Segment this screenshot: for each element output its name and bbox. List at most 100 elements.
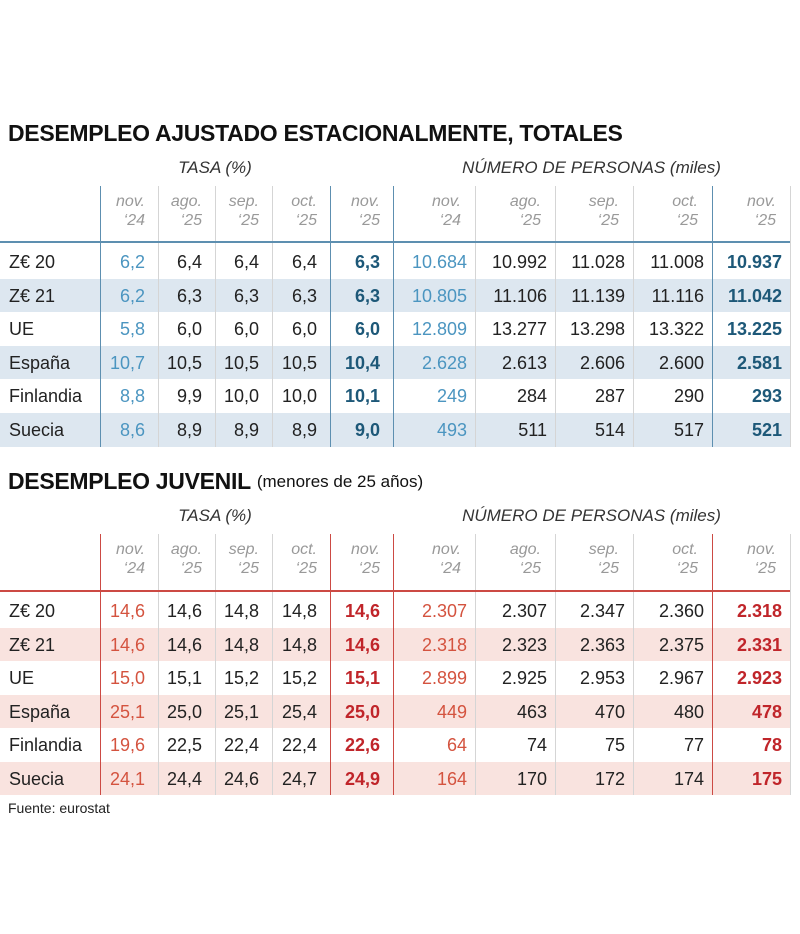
table-cell: 517: [673, 420, 704, 440]
table-cell: 8,9: [291, 420, 317, 440]
column-year: ‘24: [123, 212, 145, 229]
column-year: ‘25: [597, 560, 619, 577]
table-cell: 2.967: [658, 668, 704, 688]
table-cell: 8,9: [176, 420, 202, 440]
table-cell: 14,6: [344, 634, 380, 655]
table-cell: 13.322: [648, 319, 704, 340]
column-month: nov.: [115, 193, 145, 210]
table-cell: 2.375: [658, 634, 704, 655]
column-divider: [215, 186, 216, 447]
table-cell: 6,3: [291, 285, 317, 306]
row-label: España: [9, 701, 71, 722]
table-cell: 10,4: [344, 352, 380, 373]
table-cell: 6,4: [176, 252, 202, 272]
column-divider: [100, 534, 101, 795]
table-subtitle: (menores de 25 años): [256, 472, 424, 491]
row-shade: [0, 345, 790, 380]
table-cell: 10,5: [166, 352, 202, 373]
table-cell: 25,0: [344, 701, 380, 722]
table-cell: 2.600: [658, 352, 704, 373]
table-cell: 478: [751, 701, 782, 722]
table-cell: 521: [751, 420, 782, 440]
table-cell: 2.628: [421, 352, 467, 373]
table-cell: 2.606: [579, 352, 625, 373]
table-cell: 10,0: [223, 386, 259, 407]
column-month: oct.: [672, 193, 698, 210]
column-divider: [158, 186, 159, 447]
table-cell: 24,7: [281, 768, 317, 789]
column-divider: [790, 534, 791, 795]
table-cell: 19,6: [109, 735, 145, 755]
table-cell: 15,2: [223, 668, 259, 688]
table-cell: 2.307: [501, 601, 547, 621]
table-cell: 22,6: [344, 735, 380, 755]
column-month: nov.: [746, 193, 776, 210]
group-header: TASA (%): [178, 506, 252, 525]
column-year: ‘25: [358, 212, 380, 229]
column-month: nov.: [431, 541, 461, 558]
table-cell: 10,7: [109, 352, 145, 373]
table-cell: 170: [516, 768, 547, 789]
table-cell: 11.028: [571, 252, 625, 272]
column-divider: [393, 534, 394, 795]
table-cell: 14,6: [166, 601, 202, 621]
column-year: ‘25: [754, 212, 776, 229]
column-divider: [633, 186, 634, 447]
table-cell: 172: [594, 768, 625, 789]
table-cell: 24,1: [109, 768, 145, 789]
row-label: Suecia: [9, 420, 65, 440]
table-cell: 514: [594, 420, 625, 440]
column-year: ‘25: [237, 212, 259, 229]
row-label: Z€ 21: [9, 285, 56, 306]
table-cell: 6,4: [233, 252, 259, 272]
table-cell: 8,6: [119, 420, 145, 440]
table-cell: 11.042: [727, 285, 782, 306]
column-year: ‘24: [439, 212, 461, 229]
table-cell: 6,0: [291, 319, 317, 340]
table-cell: 8,8: [119, 386, 145, 407]
column-year: ‘25: [754, 560, 776, 577]
group-header: NÚMERO DE PERSONAS (miles): [462, 506, 721, 525]
column-divider: [393, 186, 394, 447]
table-cell: 287: [594, 386, 625, 407]
table-cell: 14,8: [223, 601, 259, 621]
table-cell: 24,6: [223, 768, 259, 789]
column-month: nov.: [350, 541, 380, 558]
row-label: Suecia: [9, 768, 65, 789]
table-cell: 64: [446, 735, 467, 755]
table-cell: 13.298: [569, 319, 625, 340]
table-cell: 293: [751, 386, 782, 407]
column-year: ‘25: [237, 560, 259, 577]
table-cell: 12.809: [411, 319, 467, 340]
table-cell: 6,3: [233, 285, 259, 306]
header-rule: [0, 590, 790, 592]
column-month: nov.: [746, 541, 776, 558]
table-cell: 13.277: [491, 319, 547, 340]
table-cell: 13.225: [726, 319, 782, 340]
table-cell: 2.899: [421, 668, 467, 688]
column-year: ‘25: [676, 560, 698, 577]
source: Fuente: eurostat: [8, 800, 110, 816]
row-shade: [0, 761, 790, 795]
row-label: Z€ 20: [9, 252, 56, 272]
table-cell: 6,3: [354, 285, 380, 306]
column-month: oct.: [672, 541, 698, 558]
table-cell: 14,6: [166, 634, 202, 655]
column-month: nov.: [350, 193, 380, 210]
table-cell: 75: [604, 735, 625, 755]
table-cell: 6,2: [119, 285, 145, 306]
table-cell: 6,0: [233, 319, 259, 340]
column-divider: [330, 186, 331, 447]
column-year: ‘25: [676, 212, 698, 229]
table-cell: 10.992: [491, 252, 547, 272]
column-divider: [555, 186, 556, 447]
table-cell: 2.613: [501, 352, 547, 373]
table-cell: 2.307: [421, 601, 467, 621]
row-label: UE: [9, 319, 35, 340]
table-cell: 24,4: [166, 768, 202, 789]
column-month: ago.: [170, 193, 202, 210]
table-cell: 5,8: [119, 319, 145, 340]
column-year: ‘25: [519, 212, 541, 229]
table-cell: 493: [436, 420, 467, 440]
